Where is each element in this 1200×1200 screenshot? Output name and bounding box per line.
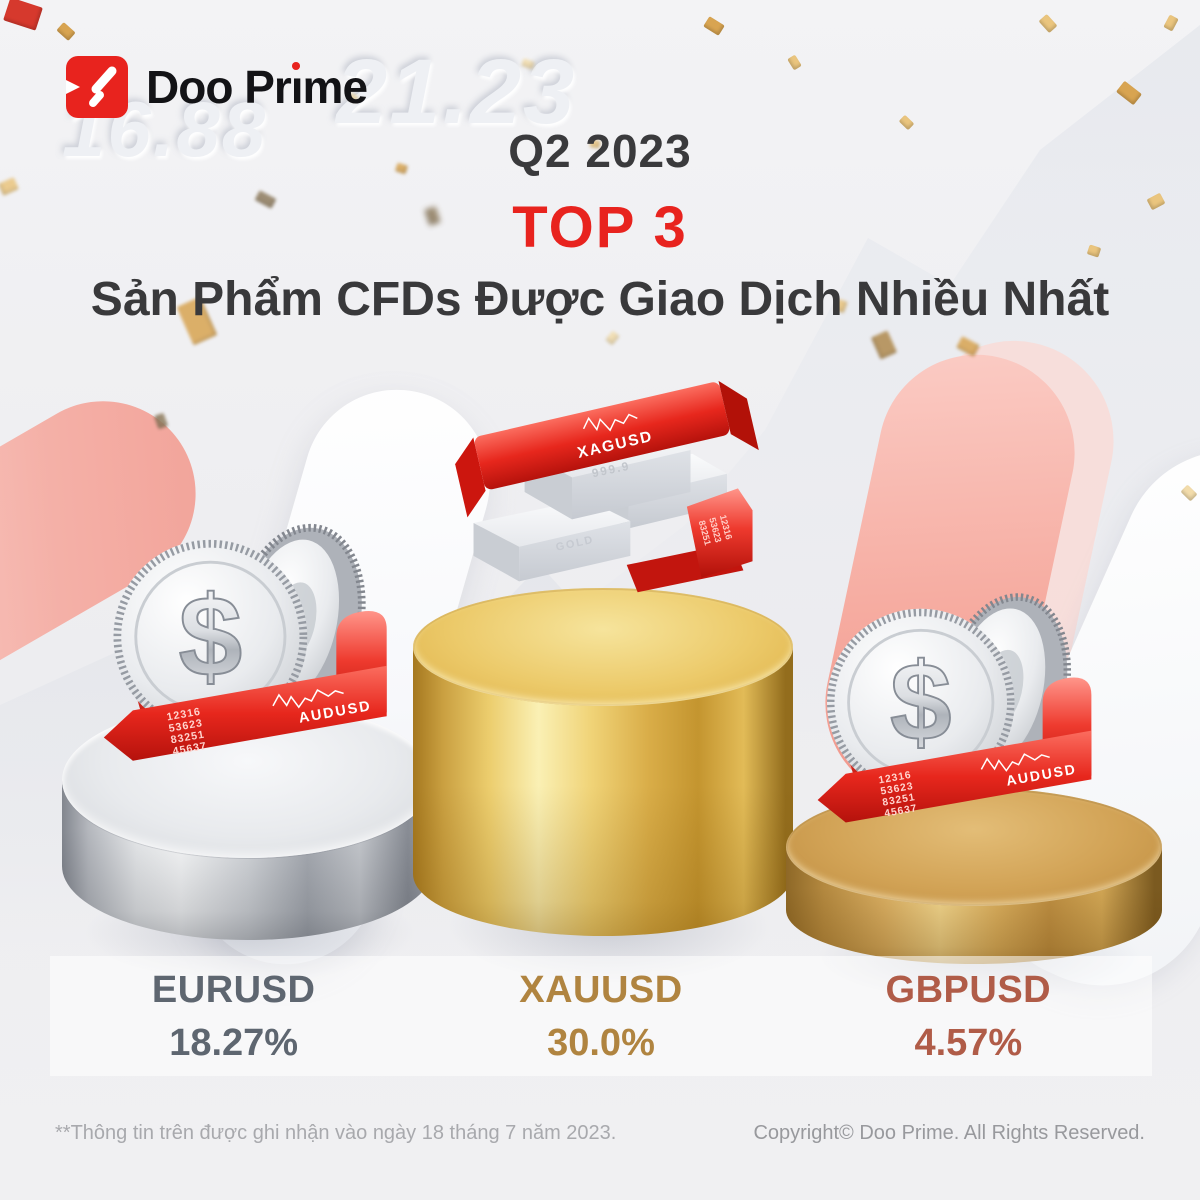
copyright: Copyright© Doo Prime. All Rights Reserve… <box>753 1122 1145 1144</box>
ribbon-number: 45637 <box>172 740 208 758</box>
dollar-sign: $ <box>179 574 243 701</box>
confetti-piece <box>56 22 76 41</box>
confetti-piece <box>1180 484 1198 502</box>
confetti-piece <box>956 336 980 357</box>
brand-name-prefix: Doo Pr <box>146 61 292 113</box>
coin-trophy-eurusd: 5423 6312 1132 4235 $ 12316 53623 83251 … <box>103 523 387 761</box>
symbol-gbpusd: GBPUSD <box>885 969 1052 1011</box>
coin-front: $ <box>113 539 308 734</box>
confetti-piece <box>1116 80 1142 106</box>
footnote: **Thông tin trên được ghi nhận vào ngày … <box>55 1122 617 1144</box>
confetti-piece <box>1038 13 1058 34</box>
share-eurusd: 18.27% <box>169 1022 299 1064</box>
symbol-eurusd: EURUSD <box>151 969 316 1011</box>
ribbon-top-band: XAGUSD <box>455 380 759 518</box>
coin-front: $ <box>827 608 1015 797</box>
logo-notch <box>66 80 80 94</box>
doo-prime-logo-icon <box>66 56 128 118</box>
coin-trophy-gbpusd: 5423 6312 1132 4235 $ 12316 53623 83251 … <box>817 593 1092 823</box>
symbol-xauusd: XAUUSD <box>519 969 683 1011</box>
price-line-icon <box>272 689 344 709</box>
price-line-icon <box>582 413 638 432</box>
ribbon-number: 12316 <box>166 706 202 724</box>
coin-front-ribbon: 12316 53623 83251 45637 AUDUSD <box>103 610 387 761</box>
confetti-piece <box>520 58 536 70</box>
silver-bar-front: GOLD <box>473 499 631 582</box>
brand-name: Doo Prıme <box>146 56 368 118</box>
doo-prime-logo: Doo Prıme <box>66 56 368 118</box>
price-line-icon <box>980 753 1050 772</box>
ribbon-right-fold: 12316 53623 83251 <box>686 488 753 578</box>
podium-first-place-gold <box>413 588 793 936</box>
title-top3: TOP 3 <box>512 195 688 260</box>
result-eurusd: EURUSD 18.27% <box>50 956 417 1076</box>
ribbon-number: 53623 <box>168 717 204 735</box>
results-band: EURUSD 18.27% XAUUSD 30.0% GBPUSD 4.57% <box>50 956 1152 1076</box>
confetti-piece <box>1163 14 1179 32</box>
silver-bars-trophy-xauusd: GOLD GOLD 999.9 XAGUSD 12316 53623 83251 <box>455 380 759 593</box>
podium-gold-top <box>413 588 793 706</box>
logo-arrow-dash <box>89 91 104 107</box>
title-period: Q2 2023 <box>508 125 692 177</box>
coin-front-ribbon: 12316 53623 83251 45637 AUDUSD <box>817 677 1092 823</box>
brand-name-suffix: ıme <box>291 56 368 118</box>
confetti-piece <box>605 330 620 346</box>
ribbon-number: 83251 <box>170 729 206 747</box>
confetti-piece <box>870 330 898 360</box>
result-xauusd: XAUUSD 30.0% <box>417 956 784 1076</box>
share-xauusd: 30.0% <box>547 1022 655 1064</box>
watermark-number-right: 21.23 <box>336 41 577 143</box>
share-gbpusd: 4.57% <box>914 1022 1023 1064</box>
confetti-piece <box>787 54 802 71</box>
dollar-sign: $ <box>890 641 952 764</box>
confetti-piece <box>3 0 43 31</box>
confetti-piece <box>703 16 725 36</box>
logo-arrow-stroke <box>91 66 117 94</box>
result-gbpusd: GBPUSD 4.57% <box>785 956 1152 1076</box>
confetti-piece <box>153 412 169 430</box>
title-headline: Sản Phẩm CFDs Được Giao Dịch Nhiều Nhất <box>90 273 1110 326</box>
